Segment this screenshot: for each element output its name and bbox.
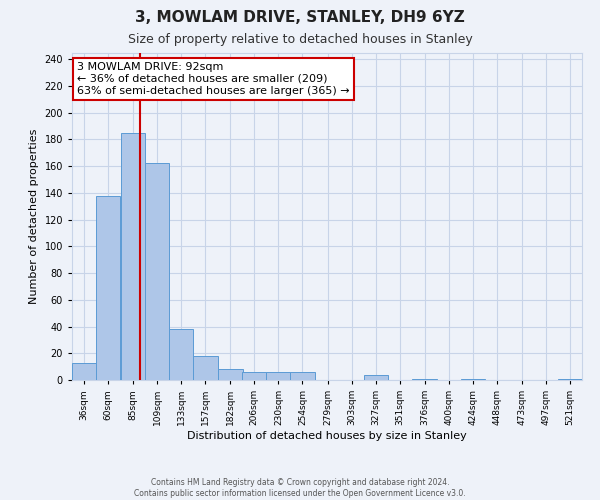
X-axis label: Distribution of detached houses by size in Stanley: Distribution of detached houses by size … bbox=[187, 431, 467, 441]
Bar bbox=[218, 370, 242, 380]
Bar bbox=[242, 372, 266, 380]
Bar bbox=[169, 329, 193, 380]
Bar bbox=[193, 356, 218, 380]
Text: Size of property relative to detached houses in Stanley: Size of property relative to detached ho… bbox=[128, 32, 472, 46]
Bar bbox=[266, 372, 290, 380]
Bar bbox=[145, 164, 169, 380]
Bar bbox=[364, 374, 388, 380]
Bar bbox=[72, 362, 96, 380]
Bar bbox=[96, 196, 121, 380]
Bar bbox=[290, 372, 315, 380]
Text: 3, MOWLAM DRIVE, STANLEY, DH9 6YZ: 3, MOWLAM DRIVE, STANLEY, DH9 6YZ bbox=[135, 10, 465, 25]
Bar bbox=[461, 378, 485, 380]
Bar bbox=[121, 132, 145, 380]
Y-axis label: Number of detached properties: Number of detached properties bbox=[29, 128, 39, 304]
Bar bbox=[412, 378, 437, 380]
Text: 3 MOWLAM DRIVE: 92sqm
← 36% of detached houses are smaller (209)
63% of semi-det: 3 MOWLAM DRIVE: 92sqm ← 36% of detached … bbox=[77, 62, 350, 96]
Text: Contains HM Land Registry data © Crown copyright and database right 2024.
Contai: Contains HM Land Registry data © Crown c… bbox=[134, 478, 466, 498]
Bar bbox=[558, 378, 582, 380]
